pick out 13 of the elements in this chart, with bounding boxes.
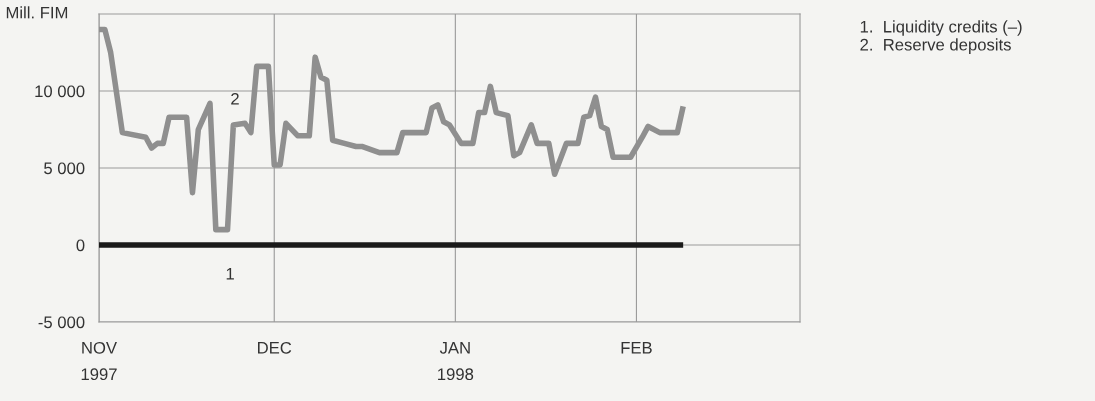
y-tick-label: 10 000: [35, 85, 85, 98]
y-tick-label: -5 000: [38, 316, 85, 329]
y-tick-label: 5 000: [44, 162, 85, 175]
x-tick-label: DEC: [258, 341, 292, 354]
x-tick-label: JAN 1998: [438, 342, 474, 381]
x-tick-label: NOV 1997: [81, 341, 117, 381]
y-tick-label: 0: [76, 239, 85, 252]
y-axis-title: Mill. FIM: [6, 6, 68, 19]
text: 2. Reserve deposits: [860, 38, 1011, 54]
x-tick-label: FEB: [621, 342, 652, 354]
text: 1. Liquidity credits (–): [860, 20, 1022, 36]
series-label: 1: [226, 268, 234, 280]
series-label: 2: [231, 92, 239, 105]
